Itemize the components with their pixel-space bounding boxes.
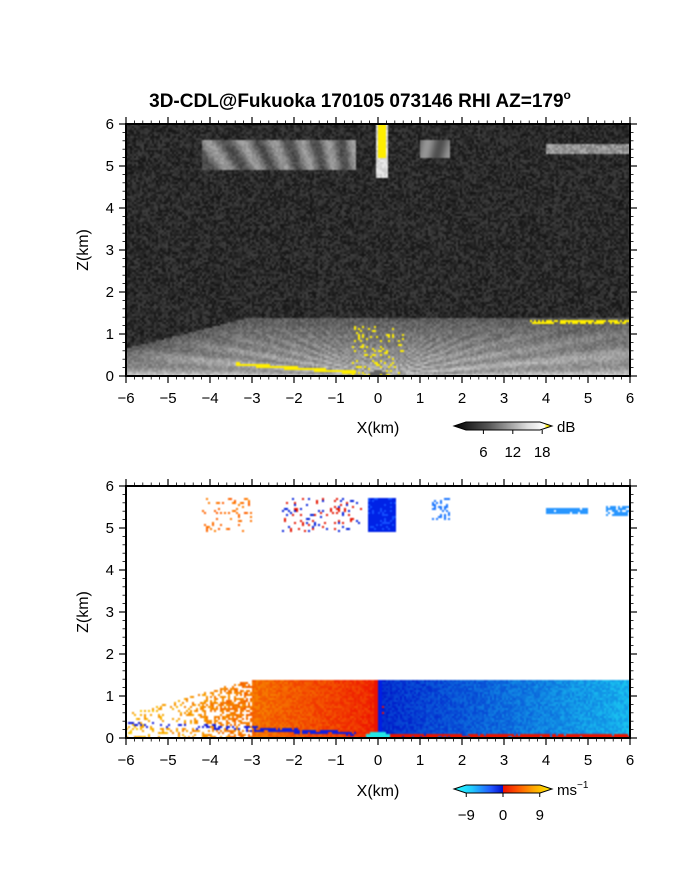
velocity-y-axis-label: Z(km) (75, 591, 92, 633)
velocity-colorbar-tick-label: 9 (536, 807, 544, 824)
velocity-colorbar-unit: ms−1 (557, 780, 589, 799)
reflectivity-x-tick-label: 0 (374, 390, 382, 407)
reflectivity-y-tick-label: 0 (106, 368, 114, 385)
reflectivity-colorbar: 6 12 18 dB (452, 419, 575, 461)
velocity-y-tick-label: 4 (106, 562, 114, 579)
reflectivity-x-tick-label: −6 (117, 390, 134, 407)
velocity-x-tick-label: 5 (584, 752, 592, 769)
velocity-heatmap (126, 486, 630, 738)
velocity-x-tick-label: −2 (285, 752, 302, 769)
velocity-colorbar-tick-label: −9 (458, 807, 475, 824)
velocity-x-tick-label: −4 (201, 752, 218, 769)
velocity-x-axis-label: X(km) (357, 783, 400, 800)
reflectivity-colorbar-tick-label: 18 (534, 444, 551, 461)
reflectivity-heatmap (126, 124, 630, 376)
velocity-y-tick-label: 0 (106, 730, 114, 747)
velocity-x-tick-label: −1 (327, 752, 344, 769)
reflectivity-colorbar-tick-label: 6 (479, 444, 487, 461)
reflectivity-x-tick-label: −1 (327, 390, 344, 407)
velocity-x-tick-label: 3 (500, 752, 508, 769)
reflectivity-y-tick-label: 4 (106, 200, 114, 217)
reflectivity-x-tick-label: 5 (584, 390, 592, 407)
velocity-axis-ticks: −6 −5 −4 −3 −2 −1 0 1 2 3 4 5 6 0 1 2 3 4 5 6 (106, 478, 637, 769)
velocity-y-tick-label: 6 (106, 478, 114, 495)
reflectivity-y-tick-label: 6 (106, 116, 114, 133)
reflectivity-colorbar-unit: dB (557, 419, 575, 436)
reflectivity-x-tick-label: −5 (159, 390, 176, 407)
reflectivity-y-tick-label: 1 (106, 326, 114, 343)
velocity-x-tick-label: 2 (458, 752, 466, 769)
velocity-colorbar-bar (452, 784, 554, 794)
reflectivity-x-tick-label: 3 (500, 390, 508, 407)
velocity-x-tick-label: 1 (416, 752, 424, 769)
reflectivity-x-tick-label: −2 (285, 390, 302, 407)
velocity-x-tick-label: 0 (374, 752, 382, 769)
velocity-x-tick-label: −6 (117, 752, 134, 769)
reflectivity-y-axis-label: Z(km) (75, 229, 92, 271)
reflectivity-y-tick-label: 3 (106, 242, 114, 259)
velocity-colorbar-tick-label: 0 (499, 807, 507, 824)
reflectivity-colorbar-tick-label: 12 (504, 444, 521, 461)
reflectivity-x-tick-label: 1 (416, 390, 424, 407)
velocity-colorbar-ticks: −9 0 9 (458, 793, 544, 824)
reflectivity-axis-ticks: −6 −5 −4 −3 −2 −1 0 1 2 3 4 5 6 0 1 2 3 4 5 6 (106, 116, 637, 407)
reflectivity-x-tick-label: −3 (243, 390, 260, 407)
reflectivity-y-tick-label: 2 (106, 284, 114, 301)
velocity-y-tick-label: 5 (106, 520, 114, 537)
velocity-colorbar: −9 0 9 ms−1 (452, 780, 589, 824)
reflectivity-x-axis-label: X(km) (357, 420, 400, 437)
reflectivity-x-tick-label: 6 (626, 390, 634, 407)
reflectivity-x-tick-label: 2 (458, 390, 466, 407)
velocity-y-tick-label: 1 (106, 688, 114, 705)
velocity-y-tick-label: 3 (106, 604, 114, 621)
reflectivity-colorbar-bar (452, 421, 554, 431)
velocity-x-tick-label: 4 (542, 752, 550, 769)
reflectivity-x-tick-label: −4 (201, 390, 218, 407)
velocity-panel: −6 −5 −4 −3 −2 −1 0 1 2 3 4 5 6 0 1 2 3 4 5 6 X(km) Z(km) −… (75, 478, 637, 824)
reflectivity-colorbar-ticks: 6 12 18 (479, 430, 551, 461)
velocity-x-tick-label: −3 (243, 752, 260, 769)
reflectivity-x-tick-label: 4 (542, 390, 550, 407)
chart-title: 3D-CDL@Fukuoka 170105 073146 RHI AZ=179o (149, 88, 571, 112)
velocity-y-tick-label: 2 (106, 646, 114, 663)
velocity-x-tick-label: −5 (159, 752, 176, 769)
velocity-x-tick-label: 6 (626, 752, 634, 769)
reflectivity-y-tick-label: 5 (106, 158, 114, 175)
